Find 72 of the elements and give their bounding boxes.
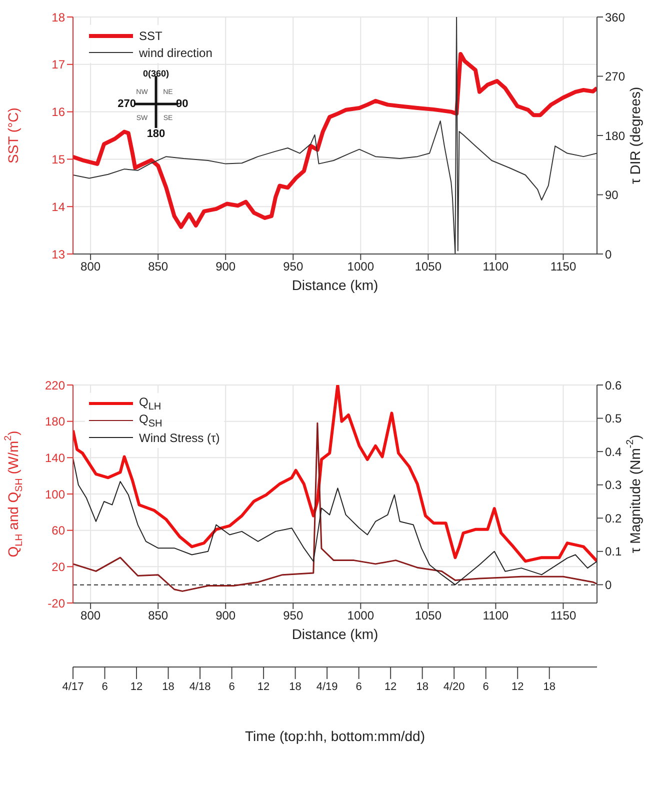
x-tick-label: 1100 — [482, 608, 509, 623]
x2-tick-label: 12 — [257, 681, 270, 693]
x-tick-label: 850 — [148, 608, 168, 623]
y2-tick-label: 90 — [605, 188, 619, 202]
legend-label: wind direction — [139, 46, 212, 60]
y-tick-label: 100 — [44, 487, 66, 502]
y2-tick-label: 0.2 — [605, 511, 622, 526]
y2-tick-label: 0 — [605, 247, 612, 262]
y-tick-label: 180 — [44, 414, 66, 429]
x-axis-title: Distance (km) — [292, 626, 378, 642]
line-series — [73, 458, 597, 586]
y2-tick-label: 0.6 — [605, 378, 622, 392]
y-tick-label: 14 — [52, 200, 66, 214]
legend-label: Wind Stress (τ) — [139, 430, 220, 444]
x-tick-label: 900 — [216, 260, 236, 274]
x-tick-label: 1000 — [347, 260, 374, 274]
annotation: 0(360) — [142, 68, 170, 78]
x2-tick-label: 18 — [289, 681, 302, 693]
x-tick-label: 1050 — [414, 260, 442, 274]
y-tick-label: 140 — [44, 450, 66, 465]
y-tick-label: 13 — [52, 247, 66, 262]
x-tick-label: 1150 — [550, 260, 576, 274]
x-tick-label: 950 — [283, 260, 304, 274]
x2-tick-label: 12 — [384, 681, 397, 693]
y2-axis-title: τ DIR (degrees) — [626, 86, 643, 184]
x2-tick-label: 6 — [228, 681, 235, 693]
y-tick-label: 15 — [52, 152, 66, 166]
x2-tick-label: 6 — [482, 681, 489, 693]
x2-tick-label: 4/18 — [189, 681, 211, 693]
annotation: 180 — [146, 128, 166, 140]
x2-axis-title: Time (top:hh, bottom:mm/dd) — [245, 728, 425, 744]
legend-label: SST — [139, 28, 162, 42]
y-tick-label: 60 — [52, 524, 66, 538]
y2-tick-label: 0.4 — [605, 444, 622, 459]
x2-tick-label: 4/19 — [316, 681, 338, 693]
y-axis-title: SST (°C) — [4, 108, 21, 164]
y2-tick-label: 0.5 — [605, 412, 622, 426]
x2-tick-label: 6 — [102, 681, 108, 693]
x-axis-title: Distance (km) — [292, 277, 378, 293]
line-series — [73, 385, 597, 563]
y2-tick-label: 270 — [605, 70, 626, 84]
y2-tick-label: 0.1 — [605, 544, 622, 559]
y-tick-label: 16 — [52, 105, 66, 120]
x-tick-label: 1150 — [550, 608, 576, 623]
x-tick-label: 950 — [283, 608, 304, 623]
x-tick-label: 1100 — [482, 260, 509, 274]
y-tick-label: 18 — [52, 10, 66, 24]
x-tick-label: 800 — [80, 608, 101, 623]
x2-tick-label: 12 — [511, 681, 524, 693]
x-tick-label: 800 — [80, 260, 101, 274]
x2-tick-label: 4/17 — [62, 681, 84, 693]
x2-tick-label: 12 — [130, 681, 143, 693]
x2-tick-label: 6 — [356, 681, 362, 693]
y-tick-label: 17 — [52, 58, 66, 72]
x2-tick-label: 18 — [416, 681, 428, 693]
legend-label: Q$_{LH}$ — [139, 394, 162, 412]
y-tick-label: -20 — [48, 596, 66, 610]
x-tick-label: 1050 — [414, 608, 442, 623]
y2-tick-label: 0.3 — [605, 478, 622, 492]
annotation: 90 — [176, 98, 188, 110]
x2-tick-label: 18 — [543, 681, 556, 693]
y-tick-label: 220 — [44, 378, 66, 392]
x-tick-label: 850 — [148, 260, 168, 274]
y2-tick-label: 180 — [605, 128, 626, 143]
x2-tick-label: 4/20 — [443, 681, 465, 693]
x-tick-label: 1000 — [347, 608, 374, 623]
y-tick-label: 20 — [52, 560, 66, 574]
y2-tick-label: 360 — [605, 10, 626, 24]
y2-tick-label: 0 — [605, 578, 612, 592]
x-tick-label: 900 — [216, 608, 236, 623]
legend-label: Q$_{SH}$ — [139, 412, 162, 430]
x2-tick-label: 18 — [162, 681, 174, 693]
